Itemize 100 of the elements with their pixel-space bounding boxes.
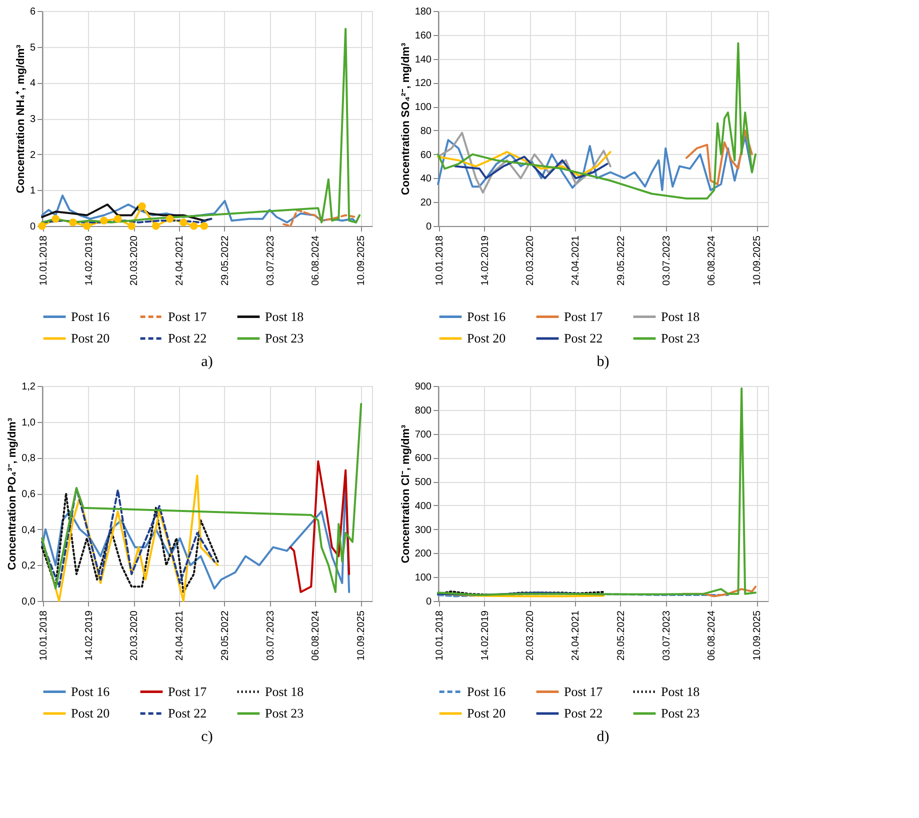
point [69,218,77,226]
x-tick-label: 10.01.2018 [434,610,446,661]
y-tick-label: 160 [414,30,432,42]
y-tick-label: 4 [30,78,36,90]
x-tick-label: 06.08.2024 [310,235,322,286]
y-tick-label: 2 [30,150,36,161]
legend-label: Post 20 [467,706,506,720]
y-tick-label: 0 [426,596,432,608]
y-tick-label: 100 [414,572,432,584]
x-tick-label: 14.02.2019 [480,235,491,286]
y-tick-label: 0,4 [22,524,36,536]
legend-label: Post 23 [265,330,304,346]
legend-label: Post 22 [168,330,207,346]
line-series [685,129,754,186]
legend-label: Post 16 [71,684,110,699]
y-tick-label: 700 [414,429,432,440]
legend-label: Post 18 [265,684,304,699]
y-tick-label: 1,2 [22,382,36,392]
text: a) [201,354,213,370]
y-tick-label: 5 [30,42,36,54]
point [138,202,146,210]
y-tick-label: 0,6 [22,489,36,500]
y-tick-label: 400 [414,500,432,512]
legend-label: Post 16 [467,308,506,324]
legend-label: Post 20 [71,706,110,720]
y-tick-label: 0,0 [22,596,36,608]
legend-label: Post 23 [265,706,304,720]
legend-label: Post 17 [564,308,604,324]
line-series [282,208,358,227]
x-tick-label: 20.03.2020 [129,610,140,661]
x-tick-label: 10.09.2025 [752,610,764,661]
x-tick-label: 10.01.2018 [434,235,446,286]
x-tick-label: 24.04.2021 [174,610,186,661]
x-tick-label: 06.08.2024 [310,610,322,661]
x-tick-label: 24.04.2021 [174,235,186,286]
x-tick-label: 03.07.2023 [661,610,672,661]
x-tick-label: 06.08.2024 [706,235,718,286]
y-tick-label: 100 [414,102,432,114]
y-tick-label: 180 [414,6,432,18]
point [152,222,160,230]
legend-label: Post 22 [564,706,603,720]
x-tick-label: 06.08.2024 [706,610,718,661]
x-tick-label: 14.02.2019 [84,610,95,661]
line-series [41,194,358,224]
y-tick-label: 1 [30,186,36,197]
legend-label: Post 20 [467,330,506,346]
legend-label: Post 20 [71,330,110,346]
line-series [437,135,754,192]
point [200,222,208,230]
y-axis-title: Concentration SO₄²⁻, mg/dm³ [400,42,412,196]
x-tick-label: 10.09.2025 [356,610,368,661]
y-axis-title: Concentration NH₄⁺, mg/dm³ [14,44,27,194]
legend-label: Post 18 [661,308,700,324]
y-tick-label: 3 [30,114,36,125]
x-tick-label: 03.07.2023 [661,235,672,286]
y-tick-label: 120 [414,78,432,90]
x-tick-label: 29.05.2022 [616,610,627,661]
y-tick-label: 200 [414,548,432,560]
x-tick-label: 10.01.2018 [38,610,50,661]
legend-label: Post 23 [661,706,700,720]
legend-label: Post 22 [564,330,603,346]
x-tick-label: 14.02.2019 [84,235,95,286]
legend-label: Post 16 [71,308,110,324]
legend-label: Post 23 [661,330,700,346]
line-series [41,402,362,594]
y-tick-label: 300 [414,524,432,536]
line-series [454,156,608,180]
y-tick-label: 140 [414,54,432,66]
point [100,216,108,224]
x-tick-label: 14.02.2019 [480,610,491,661]
legend-label: Post 18 [661,684,700,699]
x-tick-label: 20.03.2020 [525,610,536,661]
x-tick-label: 10.01.2018 [38,235,50,286]
point [180,218,188,226]
y-tick-label: 60 [420,150,432,161]
line-series [437,42,757,200]
point [128,222,136,230]
y-tick-label: 20 [420,198,432,209]
legend-label: Post 22 [168,706,207,720]
y-tick-label: 6 [30,6,36,18]
y-tick-label: 40 [420,174,432,185]
y-tick-label: 0,2 [22,560,36,572]
text: c) [201,729,213,745]
x-tick-label: 03.07.2023 [265,235,276,286]
y-tick-label: 80 [420,126,432,137]
line-series [289,460,350,594]
x-tick-label: 24.04.2021 [570,235,582,286]
line-series [437,150,612,177]
point [114,214,122,223]
x-tick-label: 29.05.2022 [220,235,231,286]
x-tick-label: 24.04.2021 [570,610,582,661]
y-tick-label: 1,0 [22,417,36,428]
y-axis-title: Concentration PO₄³⁻, mg/dm³ [6,418,19,570]
x-tick-label: 29.05.2022 [616,235,627,286]
x-tick-label: 10.09.2025 [752,235,764,286]
line-series [437,132,612,194]
text: b) [596,354,610,370]
y-tick-label: 800 [414,405,432,416]
x-tick-label: 29.05.2022 [220,610,231,661]
point [166,214,174,223]
